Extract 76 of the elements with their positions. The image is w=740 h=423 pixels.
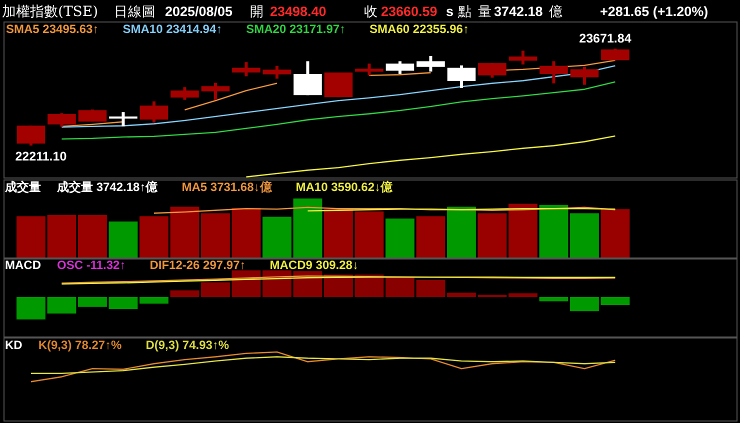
text: SMA20 23171.97↑ <box>246 22 346 36</box>
bar <box>600 209 630 258</box>
text: OSC -11.32↑ <box>57 258 126 272</box>
bar <box>447 292 476 297</box>
chart-title: KD <box>5 338 23 352</box>
candlestick <box>109 112 138 126</box>
text: 23660.59 <box>381 4 438 19</box>
bar <box>447 206 476 258</box>
candlestick <box>508 50 538 64</box>
bar <box>262 270 292 297</box>
text: 點 <box>457 4 472 19</box>
bar <box>232 208 261 258</box>
bar <box>539 297 568 302</box>
bar <box>47 215 76 258</box>
bar <box>293 198 322 258</box>
text: SMA10 23414.94↑ <box>122 22 222 36</box>
bar <box>47 297 76 314</box>
series-label: DIF12-26 297.97↑ <box>150 258 246 272</box>
bar <box>78 215 107 258</box>
chart-title: MACD <box>5 258 42 272</box>
candlestick <box>386 61 414 74</box>
text: 3742.18 <box>494 4 544 19</box>
bar <box>16 297 46 320</box>
bar <box>324 274 353 297</box>
bar <box>570 213 599 258</box>
text: SMA60 22355.96↑ <box>370 22 469 36</box>
candlestick <box>262 66 292 79</box>
bar <box>170 206 200 258</box>
annotation: 22211.10 <box>15 150 67 164</box>
series-label: D(9,3) 74.93↑% <box>146 338 230 352</box>
bar <box>108 297 138 310</box>
candlestick <box>416 56 445 72</box>
bar <box>78 297 107 307</box>
chart-title: 成交量 <box>4 180 41 194</box>
series-label: MA5 3731.68↓億 <box>182 180 273 194</box>
bar <box>386 276 414 297</box>
bar <box>478 213 507 258</box>
bar <box>140 216 168 258</box>
series-label: K(9,3) 78.27↑% <box>38 338 122 352</box>
series-label: MA10 3590.62↓億 <box>296 180 394 194</box>
bar <box>354 211 384 258</box>
candlestick <box>355 64 384 76</box>
bar <box>354 274 384 297</box>
bar <box>324 209 353 258</box>
candlestick <box>170 87 199 100</box>
text: SMA5 23495.63↑ <box>6 22 99 36</box>
chart-title: 加權指數(TSE) <box>2 4 98 20</box>
bar <box>170 290 200 297</box>
text: 日線圖 <box>114 4 156 19</box>
text: 開 <box>250 4 264 19</box>
series-label: MACD9 309.28↓ <box>270 258 358 272</box>
bar <box>386 218 414 258</box>
text: 收 <box>364 4 378 19</box>
bar <box>416 216 446 258</box>
series-label: 成交量 3742.18↑億 <box>56 180 159 194</box>
text: 量 <box>478 4 492 19</box>
bar <box>201 282 230 297</box>
bar <box>16 216 46 258</box>
bar <box>508 293 538 297</box>
bar <box>201 213 230 258</box>
text: 23498.40 <box>270 4 326 19</box>
bar <box>508 204 538 258</box>
candlestick <box>201 82 230 100</box>
text: 2025/08/05 <box>165 4 234 19</box>
text: s <box>446 4 454 19</box>
text: 億 <box>549 4 563 19</box>
candlestick <box>232 62 260 76</box>
bar <box>570 297 599 312</box>
bar <box>600 297 630 306</box>
bar <box>140 297 168 304</box>
text: +281.65 (+1.20%) <box>600 4 708 19</box>
bar <box>416 280 446 297</box>
bar <box>108 222 138 258</box>
bar <box>539 204 568 258</box>
annotation: 23671.84 <box>579 32 632 46</box>
bar <box>262 216 292 258</box>
